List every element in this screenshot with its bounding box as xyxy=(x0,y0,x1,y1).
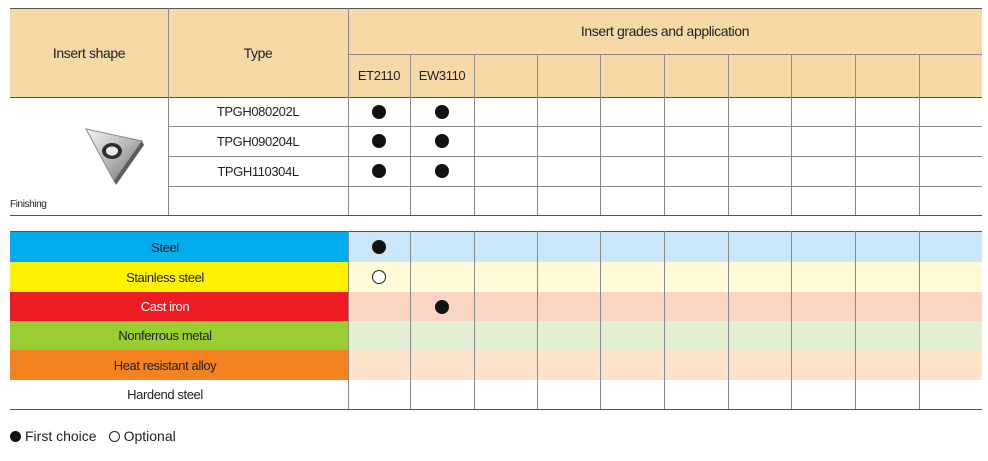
grade-column-divider xyxy=(664,231,665,409)
material-name: Steel xyxy=(151,239,179,255)
grade-column-divider xyxy=(410,97,411,215)
grade-header-5 xyxy=(664,54,728,97)
grade-column-divider xyxy=(600,97,601,215)
grade-column-divider xyxy=(537,231,538,409)
type-row-divider xyxy=(168,186,982,187)
grade-column-divider xyxy=(348,231,349,409)
grade-column-divider xyxy=(537,54,538,97)
grade-column-divider xyxy=(855,231,856,409)
filled-circle-icon xyxy=(435,299,449,314)
finishing-label: Finishing xyxy=(10,198,47,210)
grade-header-6 xyxy=(728,54,791,97)
grade-column-divider xyxy=(919,97,920,215)
filled-circle-icon xyxy=(372,164,386,178)
material-grade-band xyxy=(348,232,982,262)
grade-column-divider xyxy=(791,231,792,409)
type-table-bottom-border xyxy=(10,215,982,216)
grade-column-divider xyxy=(474,231,475,409)
material-name: Hardend steel xyxy=(127,387,203,402)
grade-column-divider xyxy=(348,97,349,215)
grade-header-3 xyxy=(537,54,600,97)
material-color-band xyxy=(10,380,348,409)
grade-column-divider xyxy=(664,54,665,97)
material-grade-band xyxy=(348,321,982,350)
grade-column-divider xyxy=(791,54,792,97)
grade-column-divider xyxy=(348,8,349,97)
triangular-insert-icon xyxy=(85,128,144,185)
material-color-band xyxy=(10,232,348,262)
grade-header-4 xyxy=(600,54,664,97)
legend-optional: Optional xyxy=(123,428,176,444)
insert-shape-cell: Finishing xyxy=(10,97,168,215)
material-name: Stainless steel xyxy=(126,269,204,285)
material-table-top-border xyxy=(10,231,982,232)
filled-circle-icon xyxy=(435,104,449,119)
grade-header-9 xyxy=(919,54,982,97)
header-bottom-border xyxy=(10,97,982,98)
grade-header-1: EW3110 xyxy=(418,68,466,83)
material-color-band xyxy=(10,292,348,321)
material-color-band xyxy=(10,262,348,292)
grade-column-divider xyxy=(728,231,729,409)
grade-column-divider xyxy=(728,54,729,97)
grade-column-divider xyxy=(410,231,411,409)
table-top-border xyxy=(10,8,982,9)
open-circle-icon xyxy=(108,430,120,442)
type-row-divider xyxy=(168,126,982,127)
grade-column-divider xyxy=(410,54,411,97)
grade-column-divider xyxy=(600,54,601,97)
type-name: TPGH110304L xyxy=(217,163,299,179)
material-name: Heat resistant alloy xyxy=(113,357,217,373)
open-circle-icon xyxy=(372,270,386,284)
legend: First choice Optional xyxy=(10,428,176,444)
grade-column-divider xyxy=(728,97,729,215)
grades-header: Insert grades and application xyxy=(580,23,750,39)
grade-column-divider xyxy=(537,97,538,215)
type-name: TPGH080202L xyxy=(216,104,300,119)
grade-header-7 xyxy=(791,54,855,97)
filled-circle-icon xyxy=(372,104,386,119)
grade-column-divider xyxy=(855,54,856,97)
grade-header-8 xyxy=(855,54,919,97)
material-color-band xyxy=(10,321,348,350)
insert-shape-header: Insert shape xyxy=(52,44,126,61)
material-grade-band xyxy=(348,380,982,409)
grade-column-divider xyxy=(474,54,475,97)
material-name: Nonferrous metal xyxy=(118,328,212,343)
material-grade-band xyxy=(348,292,982,321)
type-row-divider xyxy=(168,156,982,157)
type-name: TPGH090204L xyxy=(216,133,300,149)
grade-column-divider xyxy=(600,231,601,409)
type-name xyxy=(168,186,348,215)
filled-circle-icon xyxy=(372,240,386,254)
material-name: Cast iron xyxy=(140,299,190,314)
legend-first-choice: First choice xyxy=(25,428,97,444)
grade-column-divider xyxy=(791,97,792,215)
grade-column-divider xyxy=(664,97,665,215)
material-grade-band xyxy=(348,262,982,292)
filled-circle-icon xyxy=(435,164,449,178)
type-column-divider xyxy=(168,97,169,215)
filled-circle-icon xyxy=(372,134,386,148)
grade-column-divider xyxy=(474,97,475,215)
material-color-band xyxy=(10,350,348,380)
header-type-divider xyxy=(168,8,169,97)
type-header: Type xyxy=(243,44,273,61)
filled-circle-icon xyxy=(10,430,21,442)
grade-column-divider xyxy=(919,54,920,97)
grade-header-2 xyxy=(474,54,537,97)
filled-circle-icon xyxy=(435,134,449,148)
grade-title-divider xyxy=(348,54,982,55)
table-header xyxy=(10,8,982,97)
material-grade-band xyxy=(348,350,982,380)
grade-header-0: ET2110 xyxy=(357,68,401,83)
material-table-bottom-border xyxy=(10,409,982,410)
grade-column-divider xyxy=(855,97,856,215)
grade-column-divider xyxy=(919,231,920,409)
